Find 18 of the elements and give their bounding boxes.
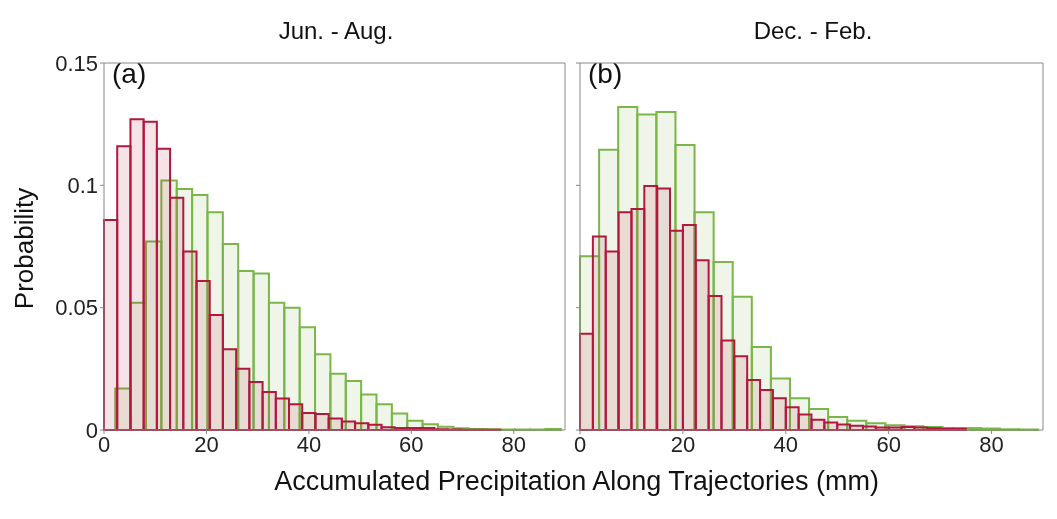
x-tick-label: 80 xyxy=(501,431,527,457)
x-tick-label: 80 xyxy=(979,431,1004,457)
x-tick-label: 40 xyxy=(773,431,799,457)
annotation: (a) xyxy=(112,58,147,90)
x-tick-label: 60 xyxy=(876,431,901,457)
x-axis-title: Accumulated Precipitation Along Trajectories (mm) xyxy=(273,466,880,497)
x-tick-label: 20 xyxy=(194,431,219,457)
chart-title: Dec. - Feb. xyxy=(752,16,874,46)
x-tick-label: 60 xyxy=(399,431,424,457)
y-tick-label: 0.05 xyxy=(55,295,98,321)
x-tick-label: 40 xyxy=(296,431,322,457)
x-tick-label: 0 xyxy=(573,431,587,457)
annotation: (b) xyxy=(588,58,623,90)
y-axis-title: Probability xyxy=(9,187,41,309)
chart-title: Jun. - Aug. xyxy=(278,17,394,44)
x-tick-label: 20 xyxy=(670,431,696,457)
y-tick-label: 0.15 xyxy=(55,50,98,76)
y-tick-label: 0.1 xyxy=(67,173,98,199)
